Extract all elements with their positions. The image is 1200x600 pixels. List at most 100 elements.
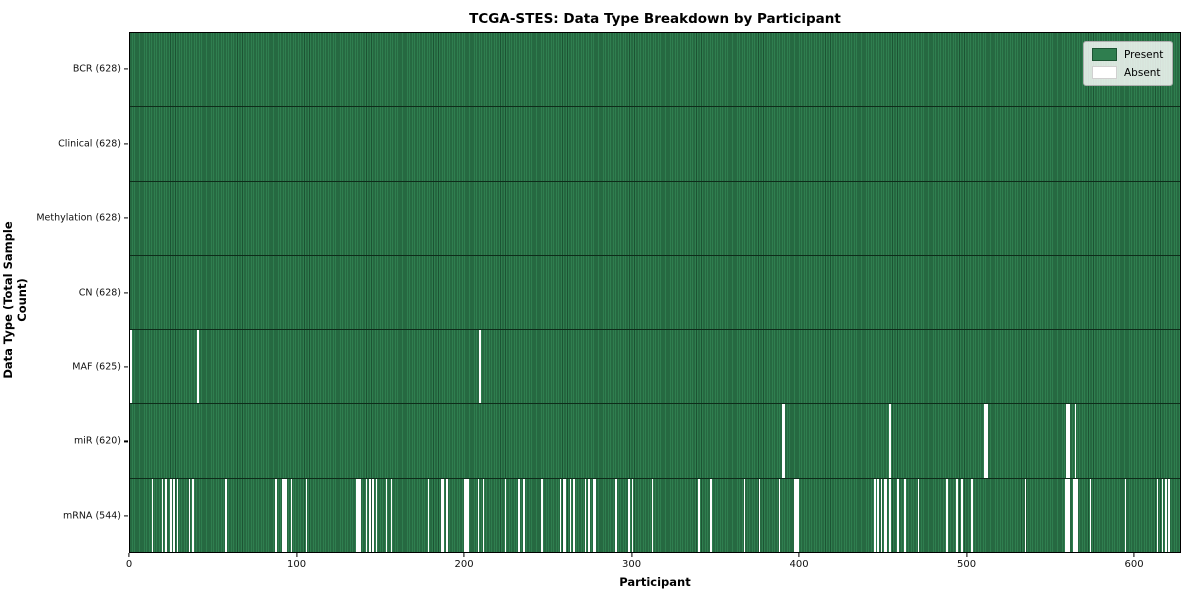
absent-stripe: [614, 478, 617, 552]
x-tick-label-600: 600: [1124, 559, 1144, 570]
x-tick-mark: [798, 553, 800, 557]
absent-stripe: [191, 478, 194, 552]
absent-stripe: [1067, 478, 1070, 552]
absent-stripe: [1089, 478, 1092, 552]
absent-stripe: [173, 478, 176, 552]
absent-stripe: [782, 404, 784, 478]
absent-stripe: [573, 478, 575, 552]
absent-stripe: [196, 330, 199, 404]
absent-stripe: [564, 478, 567, 552]
absent-stripe: [427, 478, 430, 552]
absent-stripe: [584, 478, 587, 552]
absent-stripe: [904, 478, 906, 552]
absent-stripe: [477, 478, 480, 552]
x-tick-label-100: 100: [286, 559, 307, 570]
x-tick-mark: [463, 553, 465, 557]
absent-stripe: [161, 478, 164, 552]
absent-stripe: [563, 478, 565, 552]
absent-stripe: [504, 478, 507, 552]
absent-stripe: [698, 478, 701, 552]
plot-area: [129, 32, 1181, 553]
absent-stripe: [758, 478, 761, 552]
absent-stripe: [188, 478, 191, 552]
x-tick-mark: [630, 553, 633, 557]
absent-stripe: [795, 478, 798, 552]
absent-stripe: [151, 478, 154, 552]
y-tick-label-bcr: BCR (628): [72, 63, 121, 75]
chart-title: TCGA-STES: Data Type Breakdown by Partic…: [469, 11, 841, 27]
absent-stripe: [889, 404, 891, 478]
legend-label-present: Present: [1124, 48, 1164, 61]
absent-stripe: [482, 478, 485, 552]
absent-stripe: [1164, 478, 1167, 552]
absent-stripe: [594, 478, 597, 552]
y-tick-mark: [124, 291, 128, 294]
absent-stripe: [874, 478, 876, 552]
absent-stripe: [986, 404, 988, 478]
row-mir: [130, 404, 1180, 479]
legend-item-present: Present: [1092, 48, 1163, 61]
absent-stripe: [130, 330, 132, 404]
absent-stripe: [885, 478, 888, 552]
y-tick-label-mir: miR (620): [73, 435, 121, 447]
x-tick-label-0: 0: [125, 559, 133, 570]
x-tick-label-300: 300: [622, 559, 642, 570]
y-axis-title: Data Type (Total Sample Count): [1, 221, 29, 379]
absent-stripe: [889, 478, 891, 552]
absent-stripe: [628, 478, 630, 552]
absent-stripe: [797, 478, 799, 552]
x-tick-mark: [128, 553, 130, 557]
absent-stripe: [778, 478, 781, 552]
y-tick-label-clinical: Clinical (628): [58, 138, 121, 150]
absent-stripe: [880, 478, 883, 552]
legend: Present Absent: [1083, 41, 1174, 86]
absent-stripe: [1161, 478, 1164, 552]
absent-stripe: [1066, 478, 1068, 552]
x-tick-label-500: 500: [957, 559, 977, 570]
absent-stripe: [1066, 404, 1068, 478]
absent-stripe: [884, 478, 886, 552]
y-tick-mark: [124, 217, 128, 219]
row-maf: [130, 330, 1180, 405]
absent-stripe: [464, 478, 467, 552]
absent-stripe: [955, 478, 958, 552]
x-tick-label-400: 400: [789, 559, 809, 570]
absent-stripe: [971, 478, 973, 552]
absent-stripe: [390, 478, 393, 552]
absent-stripe: [467, 478, 470, 552]
y-tick-mark: [124, 143, 128, 145]
row-methylation: [130, 181, 1180, 256]
absent-stripe: [225, 478, 227, 552]
row-cn: [130, 255, 1180, 331]
absent-stripe: [176, 478, 179, 552]
absent-stripe: [917, 478, 920, 552]
absent-stripe: [282, 478, 284, 552]
absent-stripe: [479, 330, 482, 404]
legend-item-absent: Absent: [1092, 66, 1163, 79]
absent-stripe: [372, 478, 375, 552]
absent-stripe: [960, 478, 963, 552]
row-bcr: [130, 33, 1180, 108]
x-tick-mark: [295, 553, 298, 557]
absent-stripe: [517, 478, 520, 552]
absent-stripe: [1072, 478, 1075, 552]
absent-stripe: [165, 478, 167, 552]
absent-stripe: [1024, 478, 1027, 552]
y-tick-label-maf: MAF (625): [72, 361, 121, 373]
absent-stripe: [1076, 478, 1078, 552]
absent-stripe: [1064, 478, 1067, 552]
absent-stripe: [743, 478, 746, 552]
absent-stripe: [365, 478, 368, 552]
legend-label-absent: Absent: [1124, 66, 1161, 79]
y-tick-label-cn: CN (628): [78, 287, 121, 298]
absent-stripe: [559, 478, 562, 552]
absent-stripe: [442, 478, 445, 552]
legend-swatch-absent: [1092, 66, 1117, 79]
absent-stripe: [1074, 478, 1077, 552]
absent-stripe: [783, 404, 786, 478]
y-tick-mark: [124, 68, 128, 70]
absent-stripe: [290, 478, 293, 552]
absent-stripe: [1067, 404, 1070, 478]
absent-stripe: [357, 478, 360, 552]
